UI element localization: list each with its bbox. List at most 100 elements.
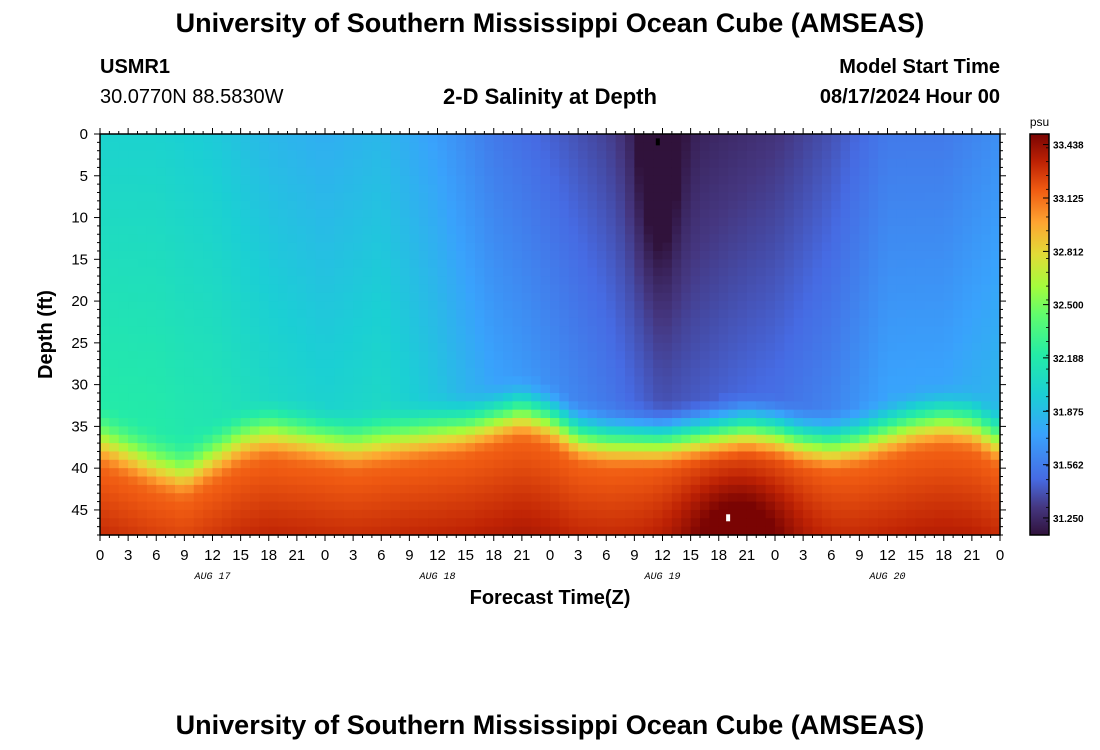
heat-cell bbox=[662, 342, 673, 352]
heat-cell bbox=[259, 476, 270, 486]
heat-cell bbox=[212, 418, 223, 427]
heat-cell bbox=[456, 501, 467, 511]
heat-cell bbox=[212, 376, 223, 386]
heat-cell bbox=[728, 150, 739, 160]
heat-cell bbox=[887, 443, 898, 453]
heat-cell bbox=[212, 459, 223, 469]
heat-cell bbox=[100, 509, 110, 519]
heat-cell bbox=[850, 267, 860, 277]
heat-cell bbox=[671, 326, 682, 336]
heat-cell bbox=[643, 401, 654, 411]
heat-cell bbox=[718, 142, 729, 152]
heat-cell bbox=[278, 351, 289, 361]
heat-cell bbox=[990, 518, 1001, 528]
heat-cell bbox=[606, 476, 617, 486]
heat-cell bbox=[475, 392, 485, 402]
heat-cell bbox=[446, 134, 457, 143]
heat-cell bbox=[390, 192, 401, 202]
heat-cell bbox=[437, 267, 448, 277]
heat-cell bbox=[400, 518, 410, 528]
heat-cell bbox=[550, 526, 560, 536]
heat-cell bbox=[568, 451, 579, 461]
heat-cell bbox=[587, 501, 598, 511]
heat-cell bbox=[521, 526, 532, 536]
heat-cell bbox=[718, 309, 729, 319]
heat-cell bbox=[418, 301, 429, 311]
heat-cell bbox=[212, 384, 223, 394]
heat-cell bbox=[540, 142, 551, 152]
heat-cell bbox=[868, 301, 879, 311]
heat-cell bbox=[231, 518, 242, 528]
heat-cell bbox=[306, 392, 317, 402]
heat-cell bbox=[634, 476, 645, 486]
heat-cell bbox=[868, 159, 879, 169]
heat-cell bbox=[690, 184, 701, 194]
heat-cell bbox=[662, 292, 673, 302]
heat-cell bbox=[981, 200, 992, 210]
heat-cell bbox=[146, 401, 157, 411]
heat-cell bbox=[165, 301, 176, 311]
heat-cell bbox=[175, 209, 185, 219]
heat-cell bbox=[559, 234, 570, 244]
heat-cell bbox=[371, 342, 382, 352]
heat-cell bbox=[578, 493, 589, 503]
heat-cell bbox=[221, 359, 232, 369]
heat-cell bbox=[831, 392, 842, 402]
heat-cell bbox=[550, 209, 560, 219]
heat-cell bbox=[250, 209, 260, 219]
heat-cell bbox=[578, 326, 589, 336]
heat-cell bbox=[118, 493, 129, 503]
heat-cell bbox=[193, 326, 204, 336]
heat-cell bbox=[371, 409, 382, 419]
heat-cell bbox=[475, 426, 485, 436]
heat-cell bbox=[381, 334, 392, 344]
heat-cell bbox=[428, 518, 439, 528]
heat-cell bbox=[203, 209, 214, 219]
heat-cell bbox=[306, 292, 317, 302]
heat-cell bbox=[362, 409, 373, 419]
heat-cell bbox=[100, 134, 110, 143]
heat-cell bbox=[662, 209, 673, 219]
heat-cell bbox=[737, 284, 748, 294]
heat-cell bbox=[925, 142, 935, 152]
x-tick-label: 9 bbox=[855, 547, 863, 564]
heat-cell bbox=[146, 167, 157, 177]
heat-cell bbox=[625, 493, 635, 503]
heat-cell bbox=[812, 443, 823, 453]
heat-cell bbox=[353, 476, 364, 486]
x-tick-label: 0 bbox=[546, 547, 554, 564]
heat-cell bbox=[643, 376, 654, 386]
heat-cell bbox=[100, 334, 110, 344]
heat-cell bbox=[240, 401, 251, 411]
heat-cell bbox=[221, 392, 232, 402]
heat-cell bbox=[503, 401, 514, 411]
heat-cell bbox=[709, 309, 720, 319]
heat-cell bbox=[278, 468, 289, 478]
heat-cell bbox=[850, 351, 860, 361]
heat-cell bbox=[184, 351, 195, 361]
heat-cell bbox=[521, 384, 532, 394]
heat-cell bbox=[221, 526, 232, 536]
heat-cell bbox=[203, 509, 214, 519]
heat-cell bbox=[737, 167, 748, 177]
x-tick-label: 21 bbox=[514, 547, 531, 564]
heat-cell bbox=[325, 159, 335, 169]
heat-cell bbox=[653, 317, 664, 327]
heat-cell bbox=[268, 459, 279, 469]
heat-cell bbox=[353, 434, 364, 444]
heat-cell bbox=[165, 359, 176, 369]
heat-cell bbox=[981, 334, 992, 344]
heat-cell bbox=[718, 284, 729, 294]
heat-cell bbox=[831, 351, 842, 361]
heat-cell bbox=[962, 209, 973, 219]
heat-cell bbox=[362, 301, 373, 311]
heat-cell bbox=[503, 392, 514, 402]
heat-cell bbox=[859, 184, 870, 194]
heat-cell bbox=[343, 401, 354, 411]
heat-cell bbox=[906, 359, 917, 369]
heat-cell bbox=[718, 434, 729, 444]
heat-cell bbox=[193, 209, 204, 219]
heat-cell bbox=[550, 426, 560, 436]
heat-cell bbox=[981, 468, 992, 478]
heat-cell bbox=[212, 292, 223, 302]
